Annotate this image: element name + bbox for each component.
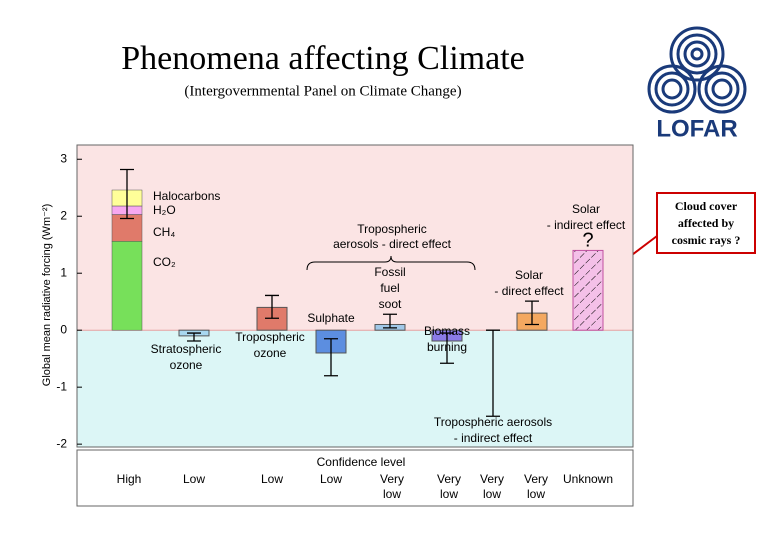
confidence-label: low [440,487,458,501]
confidence-label: Very [380,472,404,486]
chart: -2 -1 0 1 2 3 Global mean radiative forcing (W… [41,144,634,507]
confidence-label: low [383,487,401,501]
group-label: Tropospheric [357,222,427,236]
y-tick-label: -2 [56,436,67,450]
bar-label: Fossil [374,265,405,279]
bar-label: burning [427,340,467,354]
bar-label: soot [379,297,402,311]
bar-segment [111,241,143,331]
bar-label: fuel [380,281,399,295]
y-axis-label: Global mean radiative forcing (Wm⁻²) [41,204,53,386]
bar-label: Solar [515,268,543,282]
confidence-label: Low [183,472,205,486]
error-bar [187,332,201,342]
confidence-label: Very [524,472,548,486]
confidence-label: low [527,487,545,501]
bar-label: ozone [170,358,203,372]
confidence-frame [76,449,634,507]
segment-label: CH₄ [153,225,175,239]
title: Phenomena affecting Climate [121,40,524,77]
confidence-label: High [117,472,142,486]
y-tick-label: 2 [60,208,67,222]
error-bar [440,332,454,364]
plot-frame [76,144,634,448]
bar-label: - direct effect [494,284,564,298]
group-label: aerosols - direct effect [333,237,451,251]
confidence-label: Very [437,472,461,486]
bar-label: Solar [572,202,600,216]
bar-label: Stratospheric [151,342,222,356]
segment-label: H₂O [153,203,176,217]
segment-label: Halocarbons [153,189,220,203]
y-tick-label: 0 [60,322,67,336]
segment-label: CO₂ [153,255,176,269]
bar-label: - indirect effect [454,431,533,445]
bar-label: Tropospheric aerosols [434,415,552,429]
positive-region [77,145,633,331]
callout-text: Cloud cover [675,199,738,213]
confidence-label: Low [320,472,342,486]
bar-label: ozone [254,346,287,360]
callout-text: affected by [678,216,734,230]
error-bar [383,313,397,329]
confidence-label: Low [261,472,283,486]
bar-marker: ? [582,230,593,252]
bar-label: - indirect effect [547,218,626,232]
confidence-label: Unknown [563,472,613,486]
logo-text: LOFAR [656,115,737,142]
y-tick-label: -1 [56,379,67,393]
bar-label: Tropospheric [235,330,305,344]
subtitle: (Intergovernmental Panel on Climate Chan… [184,83,461,99]
bar-label: Sulphate [307,311,355,325]
y-tick-label: 1 [60,265,67,279]
group-brace [306,255,476,271]
logo [647,26,747,114]
confidence-title: Confidence level [317,455,406,469]
confidence-label: low [483,487,501,501]
error-bar [525,300,539,326]
callout-box [656,192,756,254]
error-bar [324,338,338,377]
error-bar [120,168,134,220]
error-bar [486,329,500,417]
bar [572,249,604,331]
negative-region [77,330,633,447]
y-tick-label: 3 [60,151,67,165]
callout-text: cosmic rays ? [672,233,741,247]
confidence-label: Very [480,472,504,486]
bar-label: Biomass [424,324,470,338]
error-bar [265,294,279,319]
